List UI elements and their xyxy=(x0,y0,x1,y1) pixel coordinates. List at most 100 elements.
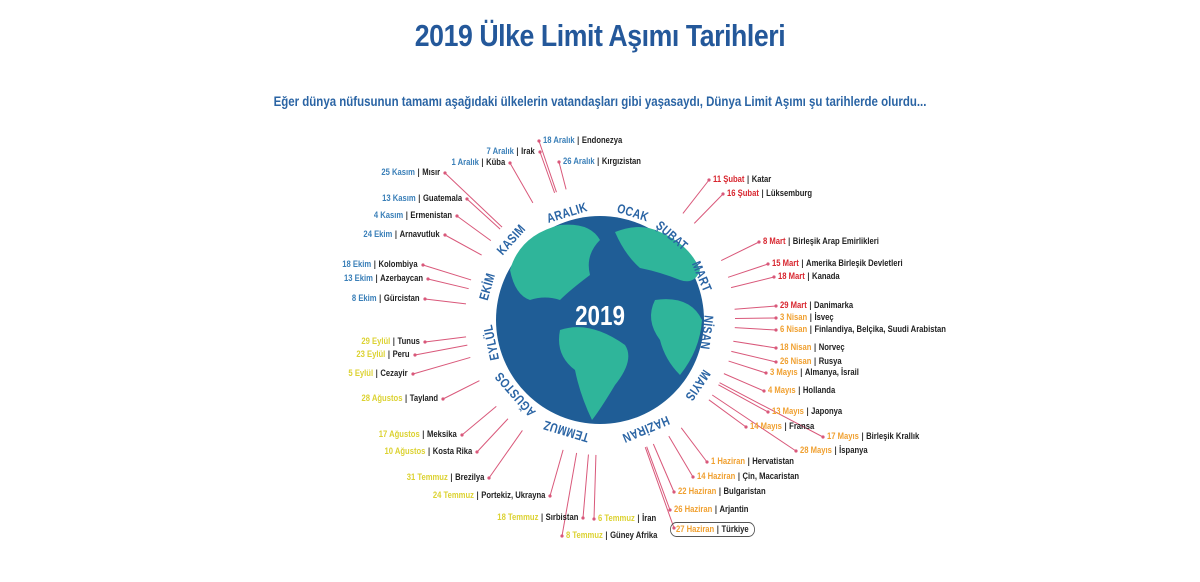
entry-country: Birleşik Arap Emirlikleri xyxy=(792,236,879,246)
entry-separator: | xyxy=(807,271,810,281)
entry-date: 8 Temmuz xyxy=(566,530,603,540)
country-entry: 22 Haziran | Bulgaristan xyxy=(678,486,766,497)
connector-dot xyxy=(508,161,512,165)
connector-dot xyxy=(560,534,564,538)
country-entry: 23 Eylül | Peru xyxy=(357,349,410,360)
connector-line xyxy=(734,305,777,310)
connector-line xyxy=(711,394,797,452)
connector-line xyxy=(652,443,675,493)
entry-country: Japonya xyxy=(811,406,843,416)
entry-separator: | xyxy=(516,146,519,156)
country-entry: 16 Şubat | Lüksemburg xyxy=(727,188,812,199)
entry-date: 18 Aralık xyxy=(543,135,575,145)
country-entry: 14 Mayıs | Fransa xyxy=(750,421,814,432)
connector-dot xyxy=(766,262,770,266)
country-entry: 28 Ağustos | Tayland xyxy=(361,393,438,404)
entry-country: Arnavutluk xyxy=(400,229,440,239)
country-entry: 14 Haziran | Çin, Macaristan xyxy=(697,471,799,482)
entry-date: 6 Nisan xyxy=(780,324,808,334)
entry-date: 6 Temmuz xyxy=(598,513,635,523)
country-entry: 29 Mart | Danimarka xyxy=(780,300,853,311)
entry-date: 13 Mayıs xyxy=(772,406,804,416)
connector-dot xyxy=(557,160,561,164)
country-entry: 17 Mayıs | Birleşik Krallık xyxy=(827,431,919,442)
entry-country: İspanya xyxy=(839,445,868,455)
country-entry: 24 Temmuz | Portekiz, Ukrayna xyxy=(432,490,545,501)
entry-separator: | xyxy=(637,513,640,523)
connector-line xyxy=(593,454,597,520)
connector-dot xyxy=(672,490,676,494)
connector-line xyxy=(731,350,777,363)
entry-country: Irak xyxy=(521,146,535,156)
country-entry: 29 Eylül | Tunus xyxy=(361,336,420,347)
entry-separator: | xyxy=(761,188,764,198)
entry-country: Hervatistan xyxy=(752,456,794,466)
connector-dot xyxy=(413,353,417,357)
entry-country: Katar xyxy=(751,174,772,184)
connector-dot xyxy=(475,450,479,454)
entry-separator: | xyxy=(418,193,421,203)
connector-line xyxy=(476,418,509,453)
entry-date: 28 Mayıs xyxy=(800,445,832,455)
entry-date: 8 Ekim xyxy=(352,293,378,303)
country-entry: 18 Aralık | Endonezya xyxy=(543,135,622,146)
entry-country: İran xyxy=(642,513,657,523)
entry-separator: | xyxy=(597,156,600,166)
connector-dot xyxy=(592,517,596,521)
entry-country: Küba xyxy=(485,157,505,167)
country-entry: 24 Ekim | Arnavutluk xyxy=(364,229,440,240)
entry-separator: | xyxy=(417,167,420,177)
connector-line xyxy=(461,406,497,436)
entry-country: Tayland xyxy=(409,393,438,403)
entry-date: 23 Eylül xyxy=(356,349,386,359)
connector-line xyxy=(682,179,710,214)
connector-dot xyxy=(774,316,778,320)
entry-separator: | xyxy=(716,524,719,534)
entry-country: Bulgaristan xyxy=(723,486,766,496)
connector-dot xyxy=(423,340,427,344)
connector-dot xyxy=(538,150,542,154)
country-entry: 4 Kasım | Ermenistan xyxy=(374,210,452,221)
entry-date: 25 Kasım xyxy=(381,167,415,177)
entry-date: 18 Temmuz xyxy=(496,512,539,522)
entry-date: 29 Mart xyxy=(780,300,807,310)
entry-country: Kırgızistan xyxy=(601,156,641,166)
country-entry: 6 Temmuz | İran xyxy=(598,513,656,524)
entry-country: Azerbaycan xyxy=(380,273,423,283)
globe-land-africa xyxy=(651,299,702,375)
entry-date: 17 Mayıs xyxy=(827,431,859,441)
entry-separator: | xyxy=(577,135,580,145)
entry-date: 13 Ekim xyxy=(343,273,373,283)
connector-dot xyxy=(460,433,464,437)
entry-separator: | xyxy=(405,210,408,220)
connector-dot xyxy=(744,425,748,429)
entry-separator: | xyxy=(375,273,378,283)
entry-date: 1 Aralık xyxy=(451,157,479,167)
connector-dot xyxy=(772,275,776,279)
entry-date: 18 Ekim xyxy=(342,259,372,269)
entry-date: 16 Şubat xyxy=(727,188,759,198)
entry-country: Tunus xyxy=(397,336,420,346)
entry-country: İsveç xyxy=(814,312,834,322)
entry-separator: | xyxy=(718,486,721,496)
connector-line xyxy=(427,278,469,290)
connector-line xyxy=(719,382,824,438)
entry-separator: | xyxy=(788,236,791,246)
entry-date: 15 Mart xyxy=(772,258,799,268)
entry-separator: | xyxy=(861,431,864,441)
country-entry: 8 Ekim | Gürcistan xyxy=(352,293,420,304)
entry-country: Danimarka xyxy=(814,300,854,310)
entry-separator: | xyxy=(747,456,750,466)
connector-dot xyxy=(691,475,695,479)
connector-line xyxy=(646,446,671,511)
connector-line xyxy=(539,151,556,194)
entry-date: 5 Eylül xyxy=(348,368,374,378)
entry-country: Türkiye xyxy=(721,524,749,534)
entry-separator: | xyxy=(605,530,608,540)
entry-date: 7 Aralık xyxy=(486,146,515,156)
connector-dot xyxy=(774,304,778,308)
connector-line xyxy=(422,264,472,281)
entry-separator: | xyxy=(404,393,408,403)
entry-country: Güney Afrika xyxy=(610,530,658,540)
connector-line xyxy=(442,380,480,400)
